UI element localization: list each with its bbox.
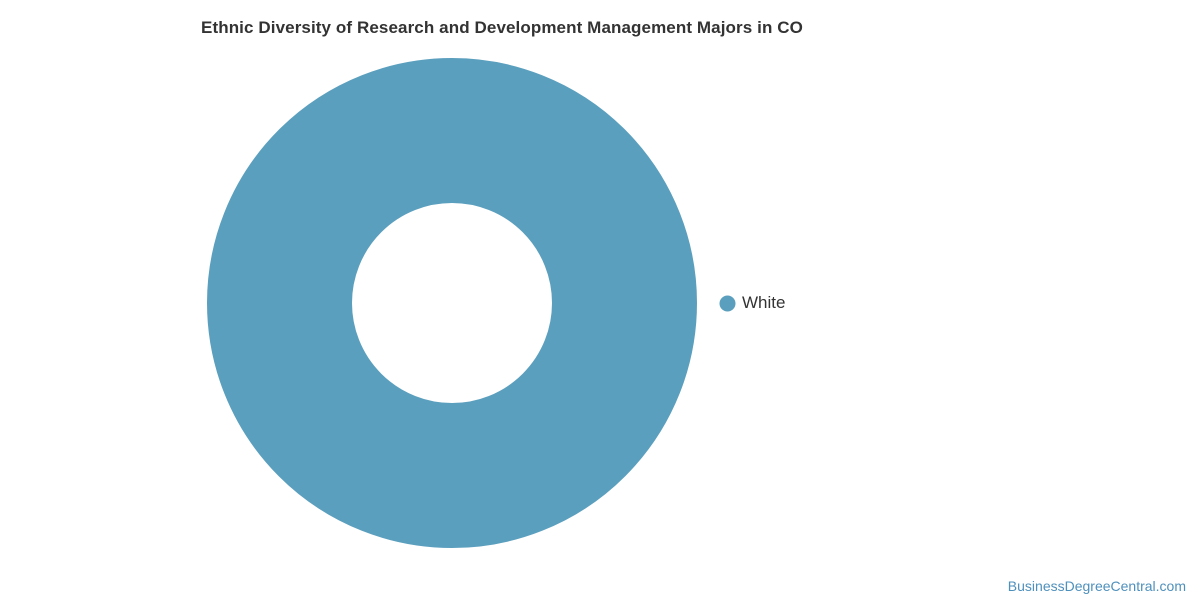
chart-title: Ethnic Diversity of Research and Develop… <box>201 18 803 37</box>
legend-marker-icon <box>719 295 736 311</box>
footer-credit-link[interactable]: BusinessDegreeCentral.com <box>1007 578 1186 594</box>
donut-slice-white[interactable] <box>207 58 697 548</box>
legend-label: White <box>742 293 786 312</box>
legend-item-white[interactable]: White <box>719 293 785 313</box>
donut-chart <box>207 58 697 548</box>
legend: White <box>719 293 785 313</box>
